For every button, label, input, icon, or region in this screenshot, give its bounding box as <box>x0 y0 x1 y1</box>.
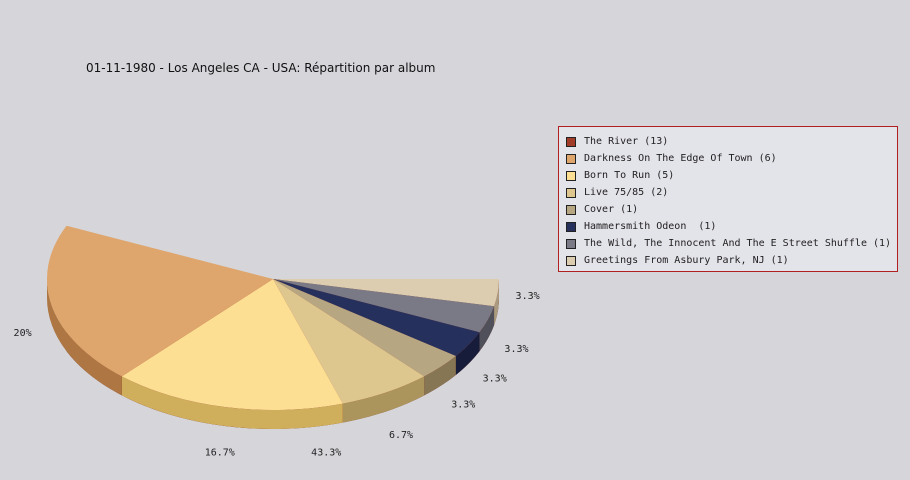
pie-slice-label-5: 3.3% <box>483 374 507 385</box>
legend-swatch <box>566 187 576 198</box>
legend-item-6: The Wild, The Innocent And The E Street … <box>566 235 897 252</box>
chart-title: 01-11-1980 - Los Angeles CA - USA: Répar… <box>86 61 436 75</box>
legend-swatch <box>566 221 576 232</box>
pie-slice-label-4: 3.3% <box>451 400 475 411</box>
pie-slice-label-3: 6.7% <box>389 430 413 441</box>
legend-swatch <box>566 153 576 164</box>
legend-item-1: Darkness On The Edge Of Town (6) <box>566 150 897 167</box>
legend-label: Hammersmith Odeon (1) <box>584 221 717 232</box>
pie-slice-side-1 <box>47 279 122 396</box>
legend-swatch <box>566 238 576 249</box>
legend-label: Greetings From Asbury Park, NJ (1) <box>584 255 789 266</box>
legend-swatch <box>566 136 576 147</box>
pie-slice-label-2: 16.7% <box>205 448 235 459</box>
pie-slice-side-2 <box>121 376 343 430</box>
legend-label: The River (13) <box>584 136 669 147</box>
pie-slice-side-3 <box>342 376 425 423</box>
legend-label: Cover (1) <box>584 204 639 215</box>
pie-slice-side-7 <box>494 279 499 326</box>
pie-slice-label-1: 20% <box>14 328 32 339</box>
legend-label: Darkness On The Edge Of Town (6) <box>584 153 777 164</box>
pie-slice-side-5 <box>455 332 480 375</box>
pie-slice-7 <box>273 279 499 307</box>
pie-slice-1 <box>47 225 274 377</box>
legend-label: The Wild, The Innocent And The E Street … <box>584 238 892 249</box>
legend-label: Live 75/85 (2) <box>584 187 669 198</box>
pie-slice-label-6: 3.3% <box>504 344 528 355</box>
legend-swatch <box>566 255 576 266</box>
legend-item-0: The River (13) <box>566 133 897 150</box>
legend-item-5: Hammersmith Odeon (1) <box>566 218 897 235</box>
legend-swatch <box>566 204 576 215</box>
pie-slice-4 <box>273 279 456 377</box>
legend-item-3: Live 75/85 (2) <box>566 184 897 201</box>
pie-slice-side-6 <box>479 306 495 352</box>
pie-slice-label-0: 43.3% <box>311 448 341 459</box>
legend-swatch <box>566 170 576 181</box>
legend-item-7: Greetings From Asbury Park, NJ (1) <box>566 252 897 269</box>
pie-slice-side-4 <box>424 356 456 396</box>
pie-slice-label-7: 3.3% <box>516 291 540 302</box>
pie-slice-3 <box>273 279 425 404</box>
pie-slice-5 <box>273 279 480 356</box>
legend-item-2: Born To Run (5) <box>566 167 897 184</box>
pie-slice-2 <box>121 279 343 411</box>
legend-item-4: Cover (1) <box>566 201 897 218</box>
chart-legend: The River (13) Darkness On The Edge Of To… <box>558 126 898 272</box>
legend-label: Born To Run (5) <box>584 170 675 181</box>
pie-slice-6 <box>273 279 495 333</box>
